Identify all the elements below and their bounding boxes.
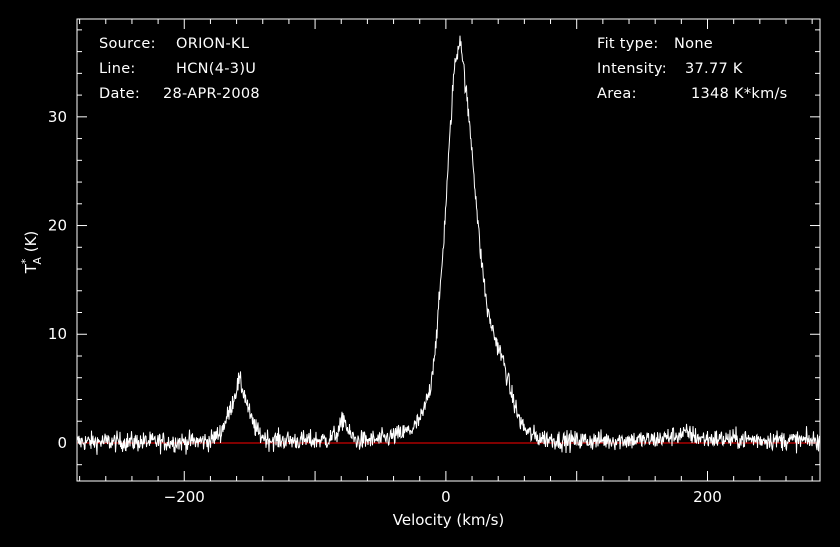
x-tick-label: −200 <box>164 488 205 506</box>
spectrum-trace <box>76 35 821 455</box>
fit-type-value: None <box>674 36 714 52</box>
date-label: Date: <box>99 86 141 102</box>
intensity-label: Intensity: <box>597 61 667 77</box>
source-label: Source: <box>99 36 156 52</box>
y-tick-label: 10 <box>48 325 67 343</box>
axis-ticks <box>77 19 820 481</box>
line-value: HCN(4-3)U <box>176 61 257 77</box>
y-tick-label: 30 <box>48 108 67 126</box>
svg-text:T*A (K): T*A (K) <box>19 231 44 275</box>
fit-type-label: Fit type: <box>597 36 659 52</box>
source-value: ORION-KL <box>176 36 250 52</box>
area-value: 1348 K*km/s <box>691 86 788 102</box>
y-tick-label: 20 <box>48 217 67 235</box>
source-info: Source: ORION-KL <box>99 36 249 52</box>
axis-tick-labels: −200 0 200 0 10 20 30 <box>48 108 722 506</box>
fit-type-info: Fit type: None <box>597 36 713 52</box>
line-info: Line: HCN(4-3)U <box>99 61 256 77</box>
line-label: Line: <box>99 61 136 77</box>
x-axis-label: Velocity (km/s) <box>393 511 504 529</box>
plot-frame <box>76 18 821 482</box>
intensity-info: Intensity: 37.77 K <box>597 61 742 77</box>
x-tick-label: 200 <box>693 488 722 506</box>
y-tick-label: 0 <box>57 434 67 452</box>
area-label: Area: <box>597 86 637 102</box>
y-axis-label: T*A (K) <box>19 231 44 275</box>
area-info: Area: 1348 K*km/s <box>597 86 787 102</box>
date-info: Date: 28-APR-2008 <box>99 86 260 102</box>
date-value: 28-APR-2008 <box>163 86 260 102</box>
intensity-value: 37.77 K <box>685 61 743 77</box>
x-tick-label: 0 <box>441 488 451 506</box>
